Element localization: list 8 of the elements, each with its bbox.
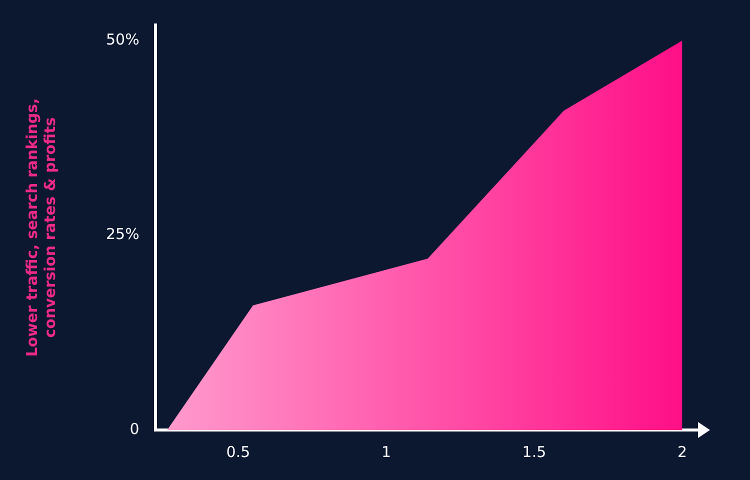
x-tick-label: 2	[677, 442, 688, 461]
y-tick-label: 25%	[106, 225, 140, 244]
x-tick-label: 1	[381, 442, 391, 461]
y-tick-label: 0	[130, 420, 140, 438]
y-axis-title: Lower traffic, search rankings, conversion rates & profits	[22, 98, 59, 357]
y-tick-label: 50%	[106, 30, 140, 48]
x-tick-label: 1.5	[522, 442, 546, 461]
x-tick-label: 0.5	[226, 442, 250, 461]
